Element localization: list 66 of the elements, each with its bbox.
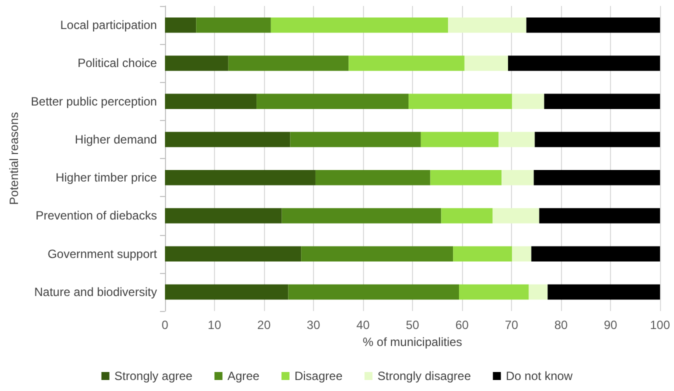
legend-label: Agree (227, 369, 260, 383)
bar (492, 208, 540, 224)
x-tick-label: 60 (455, 318, 469, 332)
bar (453, 246, 512, 262)
bar (164, 246, 302, 262)
bar (531, 246, 660, 262)
bar (420, 132, 499, 148)
bar (164, 56, 228, 71)
x-axis-title: % of municipalities (362, 334, 462, 349)
x-tick-label: 50 (406, 318, 420, 332)
y-tick-label: Higher timber price (56, 170, 158, 185)
y-tick-label: Local participation (60, 18, 157, 32)
y-tick-label: Government support (48, 246, 158, 261)
bar (270, 17, 448, 33)
bar (290, 132, 421, 148)
bar (301, 246, 454, 262)
bar (498, 132, 535, 148)
bar (534, 132, 660, 148)
bar (526, 17, 660, 33)
x-tick-label: 100 (650, 318, 670, 332)
bar (441, 208, 493, 224)
x-tick-label: 40 (356, 318, 370, 332)
bar (164, 17, 196, 33)
bar (256, 94, 409, 109)
x-tick-label: 10 (208, 318, 222, 332)
legend-label: Strongly agree (114, 369, 193, 383)
bar (534, 170, 660, 186)
y-tick-label: Political choice (78, 56, 158, 70)
bar (512, 94, 544, 109)
bar (196, 17, 271, 33)
bar (508, 56, 660, 71)
bar (539, 208, 660, 224)
bar (348, 56, 464, 71)
bar (164, 170, 316, 186)
y-tick-label: Better public perception (30, 94, 157, 108)
bar (448, 17, 526, 33)
y-tick-label: Higher demand (74, 132, 157, 146)
bar (315, 170, 430, 186)
x-tick-label: 30 (306, 318, 320, 332)
bar (164, 284, 288, 300)
bar (408, 94, 512, 109)
x-tick-label: 90 (604, 318, 618, 332)
bar (228, 56, 349, 71)
x-tick-label: 70 (504, 318, 518, 332)
bar (464, 56, 508, 71)
legend-label: Strongly disagree (378, 369, 472, 383)
y-axis-title: Potential reasons (7, 112, 21, 205)
x-tick-label: 20 (257, 318, 271, 332)
legend-label: Disagree (294, 369, 343, 383)
bar (544, 94, 660, 109)
bar (512, 246, 532, 262)
legend-label: Do not know (506, 369, 573, 383)
bar (430, 170, 502, 186)
bar (164, 94, 257, 109)
y-tick-label: Nature and biodiversity (34, 284, 157, 299)
bar (282, 208, 442, 224)
bar (528, 284, 548, 300)
bar (502, 170, 534, 186)
y-tick-label: Prevention of diebacks (36, 208, 157, 223)
bar (288, 284, 460, 300)
bar (459, 284, 529, 300)
x-tick-label: 0 (162, 318, 169, 332)
x-tick-label: 80 (554, 318, 568, 332)
bar (548, 284, 660, 300)
bar (164, 132, 290, 148)
bar (164, 208, 282, 224)
